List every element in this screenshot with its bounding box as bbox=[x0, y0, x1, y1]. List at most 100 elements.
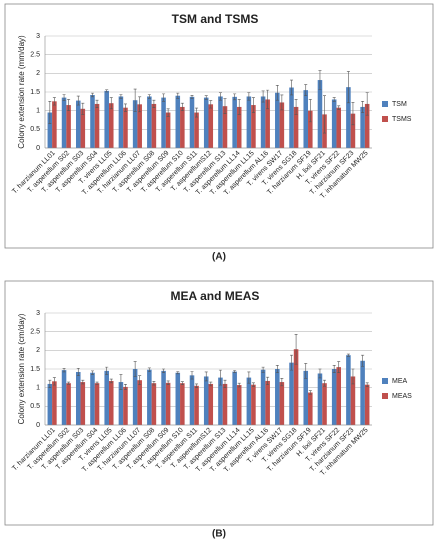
error-bar bbox=[275, 364, 279, 374]
error-bar bbox=[204, 371, 208, 382]
error-bar bbox=[304, 84, 308, 97]
error-bar bbox=[138, 96, 142, 113]
error-bar bbox=[266, 89, 270, 110]
y-tick-label: 2.5 bbox=[30, 329, 40, 336]
y-axis-title: Colony extension rate (cm/day) bbox=[17, 313, 26, 424]
bar bbox=[132, 369, 138, 425]
error-bar bbox=[67, 381, 71, 385]
bar bbox=[336, 107, 342, 148]
error-bar bbox=[176, 92, 180, 99]
bar bbox=[175, 95, 181, 148]
legend-swatch bbox=[382, 101, 388, 107]
bar bbox=[94, 103, 100, 148]
error-bar bbox=[76, 367, 80, 377]
bar bbox=[289, 362, 294, 425]
error-bar bbox=[105, 366, 109, 375]
error-bar bbox=[133, 361, 137, 377]
error-bar bbox=[237, 382, 241, 388]
bar bbox=[279, 102, 285, 148]
bar bbox=[180, 383, 185, 425]
bar bbox=[80, 108, 86, 148]
bar bbox=[222, 383, 228, 425]
error-bar bbox=[304, 363, 308, 379]
bar bbox=[251, 105, 256, 148]
bar bbox=[293, 349, 299, 425]
legend-swatch bbox=[382, 378, 388, 384]
y-tick-label: 0 bbox=[36, 422, 40, 429]
bar bbox=[118, 96, 124, 148]
y-tick-label: 1 bbox=[36, 108, 40, 115]
error-bar bbox=[147, 367, 151, 372]
bar bbox=[317, 80, 323, 148]
panel-frame bbox=[4, 3, 434, 249]
panel-frame bbox=[4, 280, 434, 526]
panel-label: (B) bbox=[212, 529, 226, 540]
error-bar bbox=[133, 88, 137, 112]
error-bar bbox=[52, 97, 56, 106]
bar bbox=[80, 382, 86, 425]
bar bbox=[189, 96, 195, 148]
error-bar bbox=[261, 366, 265, 373]
error-bar bbox=[247, 92, 251, 101]
error-bar bbox=[138, 375, 142, 385]
bar bbox=[293, 106, 299, 148]
bar bbox=[151, 103, 157, 148]
bar bbox=[194, 385, 199, 425]
bar bbox=[180, 106, 185, 148]
bar bbox=[218, 96, 223, 148]
bar bbox=[161, 370, 166, 425]
error-bar bbox=[294, 99, 298, 115]
error-bar bbox=[209, 100, 213, 109]
y-tick-label: 3 bbox=[36, 33, 40, 40]
error-bar bbox=[81, 102, 85, 115]
error-bar bbox=[332, 97, 336, 102]
error-bar bbox=[237, 99, 241, 115]
error-bar bbox=[323, 379, 327, 387]
error-bar bbox=[346, 353, 350, 357]
bar bbox=[308, 392, 313, 425]
bar bbox=[104, 370, 109, 425]
bar bbox=[350, 376, 356, 425]
bar bbox=[108, 380, 114, 425]
error-bar bbox=[365, 92, 369, 116]
legend-label: TSMS bbox=[392, 116, 412, 123]
error-bar bbox=[346, 71, 350, 104]
error-bar bbox=[290, 79, 294, 96]
bar bbox=[322, 383, 327, 425]
y-tick-label: 1.5 bbox=[30, 366, 40, 373]
bar bbox=[61, 370, 67, 425]
y-tick-label: 1.5 bbox=[30, 89, 40, 96]
bar bbox=[279, 382, 285, 425]
error-bar bbox=[318, 368, 322, 379]
error-bar bbox=[190, 371, 194, 380]
bar bbox=[194, 112, 199, 148]
error-bar bbox=[162, 368, 166, 374]
error-bar bbox=[166, 380, 170, 385]
bar bbox=[236, 385, 242, 425]
bar bbox=[203, 97, 209, 148]
bar bbox=[132, 100, 138, 148]
bar bbox=[246, 377, 252, 425]
chart-title: MEA and MEAS bbox=[171, 289, 260, 303]
legend-label: MEA bbox=[392, 378, 408, 385]
error-bar bbox=[119, 94, 123, 99]
error-bar bbox=[351, 102, 355, 126]
error-bar bbox=[52, 377, 56, 386]
error-bar bbox=[152, 99, 156, 108]
error-bar bbox=[166, 108, 170, 117]
bar bbox=[265, 380, 270, 425]
error-bar bbox=[223, 98, 227, 114]
error-bar bbox=[90, 370, 94, 375]
y-tick-label: 0 bbox=[36, 145, 40, 152]
error-bar bbox=[365, 382, 369, 387]
error-bar bbox=[67, 99, 71, 111]
error-bar bbox=[62, 367, 66, 373]
bar bbox=[275, 369, 280, 425]
bar bbox=[218, 377, 223, 425]
error-bar bbox=[147, 94, 151, 99]
y-axis-title: Colony extension rate (mm/day) bbox=[17, 35, 26, 149]
bar bbox=[75, 371, 81, 425]
legend-swatch bbox=[382, 116, 388, 122]
bar bbox=[161, 97, 166, 148]
